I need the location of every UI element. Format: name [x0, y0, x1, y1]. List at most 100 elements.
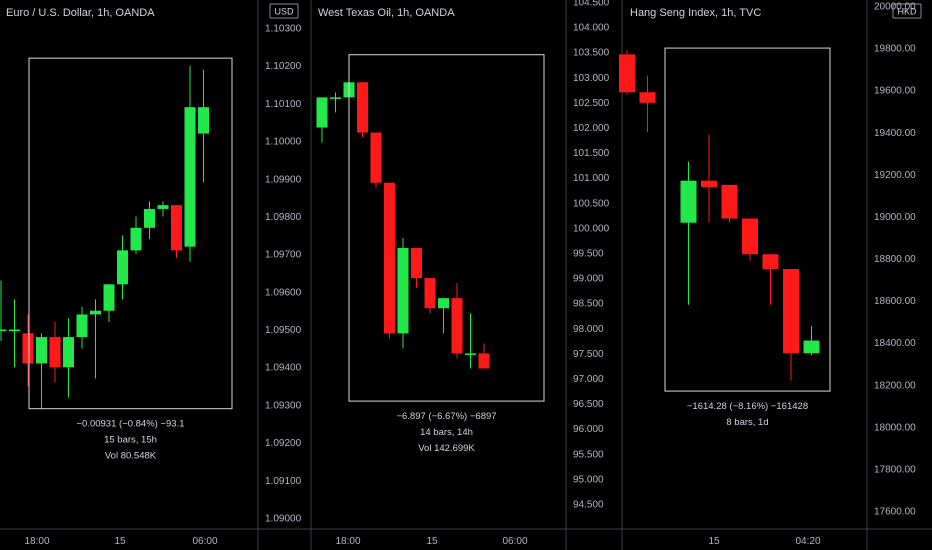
x-tick-label: 06:00 — [502, 536, 527, 547]
measure-box[interactable] — [664, 47, 831, 392]
chart-title: Hang Seng Index, 1h, TVC — [630, 7, 761, 19]
candle-body — [76, 314, 88, 338]
candle-body — [701, 180, 717, 187]
y-tick-label: 98.500 — [573, 299, 604, 310]
candle — [803, 325, 820, 356]
x-tick-label: 06:00 — [192, 536, 217, 547]
measure-box[interactable] — [348, 54, 545, 402]
candle-body — [103, 284, 115, 311]
measure-stat: 14 bars, 14h — [420, 427, 473, 438]
candle — [783, 269, 799, 381]
candle — [721, 184, 738, 223]
candle-body — [783, 269, 799, 354]
y-tick-label: 18800.00 — [874, 254, 916, 265]
x-tick-label: 18:00 — [335, 536, 360, 547]
chart-title: West Texas Oil, 1h, OANDA — [318, 7, 455, 19]
candle-body — [438, 298, 449, 309]
y-tick-label: 1.09500 — [265, 325, 302, 336]
candle-body — [36, 337, 47, 364]
y-tick-label: 97.000 — [573, 374, 604, 385]
candle-body — [316, 97, 328, 128]
y-tick-label: 17600.00 — [874, 507, 916, 518]
y-tick-label: 1.09300 — [265, 400, 302, 411]
candle — [701, 134, 717, 223]
candle — [411, 247, 422, 289]
y-tick-label: 1.09900 — [265, 174, 302, 185]
candle — [171, 205, 182, 258]
chart-title: Euro / U.S. Dollar, 1h, OANDA — [6, 7, 155, 19]
candle-body — [117, 250, 128, 285]
y-tick-label: 100.500 — [573, 198, 610, 209]
candle-body — [619, 54, 635, 93]
y-tick-label: 19400.00 — [874, 128, 916, 139]
candle — [144, 201, 155, 240]
y-tick-label: 96.000 — [573, 424, 604, 435]
x-tick-label: 15 — [114, 536, 126, 547]
x-tick-label: 04:20 — [795, 536, 820, 547]
candle-body — [63, 337, 74, 368]
measure-stat: Vol 142.699K — [418, 443, 475, 454]
candle-body — [680, 180, 697, 223]
y-tick-label: 19800.00 — [874, 44, 916, 55]
measure-stat: Vol 80.548K — [105, 451, 157, 462]
candle — [619, 50, 635, 95]
candle — [49, 322, 61, 383]
candle — [130, 216, 142, 255]
candle — [370, 132, 382, 188]
y-tick-label: 19200.00 — [874, 170, 916, 181]
candle-body — [157, 205, 169, 209]
y-tick-label: 1.09700 — [265, 250, 302, 261]
candle — [478, 343, 490, 369]
candle — [680, 161, 697, 305]
measure-stat: −1614.28 (−8.16%) −161428 — [687, 401, 808, 412]
chart-panel-2: West Texas Oil, 1h, OANDA 104.500 104.000 1… — [316, 0, 610, 547]
candle-body — [130, 227, 142, 251]
candle-body — [357, 82, 368, 133]
candle — [357, 82, 368, 138]
measure-stat: −0.00931 (−0.84%) −93.1 — [76, 419, 184, 430]
y-tick-label: 1.09100 — [265, 476, 302, 487]
y-tick-label: 101.000 — [573, 173, 610, 184]
candle-body — [22, 333, 34, 364]
y-tick-label: 104.500 — [573, 0, 610, 9]
candle-body — [144, 208, 155, 228]
y-tick-label: 95.000 — [573, 474, 604, 485]
candle — [438, 298, 449, 334]
y-tick-label: 1.09800 — [265, 212, 302, 223]
x-tick-label: 15 — [708, 536, 720, 547]
candle — [397, 237, 409, 349]
y-tick-label: 94.500 — [573, 500, 604, 511]
y-tick-label: 103.000 — [573, 73, 610, 84]
y-tick-label: 99.000 — [573, 274, 604, 285]
candle-body — [397, 247, 409, 334]
y-tick-label: 1.09200 — [265, 438, 302, 449]
candle-body — [411, 247, 422, 279]
candle-body — [9, 329, 20, 332]
y-tick-label: 102.500 — [573, 98, 610, 109]
candle — [465, 313, 476, 369]
y-tick-label: 1.10200 — [265, 61, 302, 72]
candle-body — [330, 97, 341, 99]
measure-box[interactable] — [28, 57, 233, 410]
measure-stat: −6.897 (−6.67%) −6897 — [396, 411, 496, 422]
currency-unit-box — [269, 3, 299, 19]
y-tick-label: 18200.00 — [874, 380, 916, 391]
candle — [157, 201, 169, 217]
candle — [639, 75, 656, 133]
candle-body — [370, 132, 382, 183]
y-tick-label: 97.500 — [573, 349, 604, 360]
y-tick-label: 95.500 — [573, 449, 604, 460]
candle — [76, 306, 88, 349]
y-tick-label: 101.500 — [573, 148, 610, 159]
chart-panel-1: Euro / U.S. Dollar, 1h, OANDA USD 1.10300 1… — [0, 3, 302, 547]
candle-body — [742, 218, 758, 255]
y-tick-label: 18000.00 — [874, 422, 916, 433]
candle — [0, 280, 7, 341]
candle-body — [0, 329, 7, 332]
candle-body — [90, 310, 101, 315]
candle — [36, 333, 47, 409]
y-tick-label: 99.500 — [573, 249, 604, 260]
candle — [384, 182, 395, 339]
